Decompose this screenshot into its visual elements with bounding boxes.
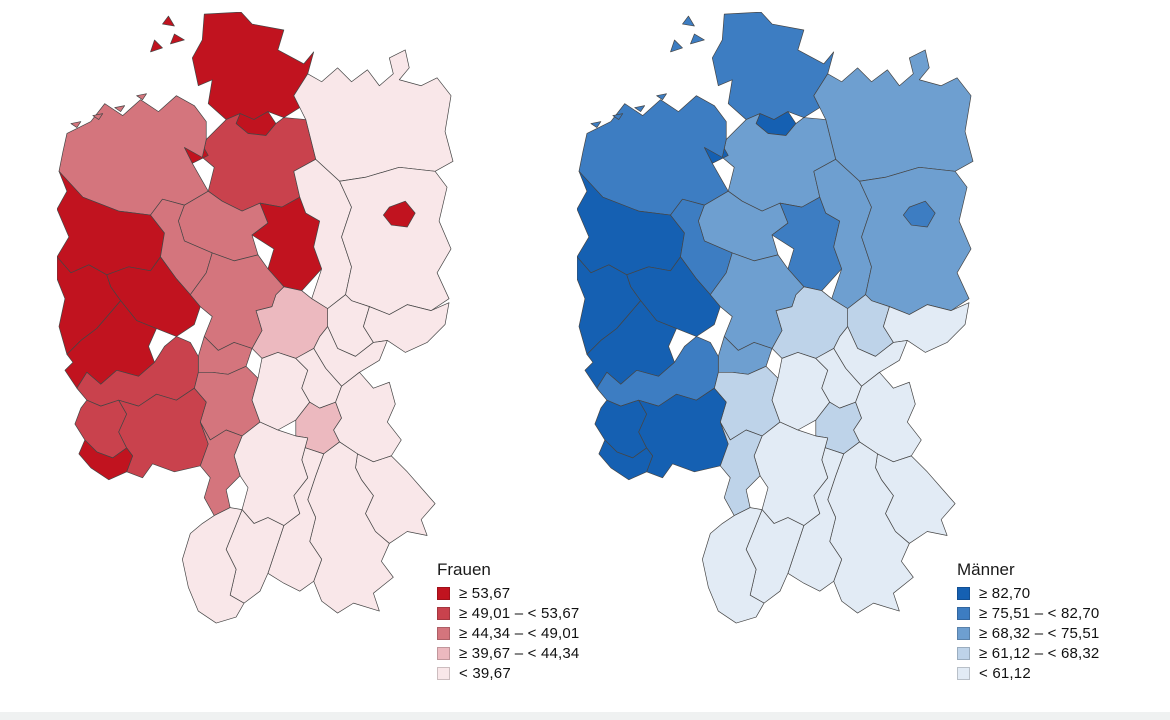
region-nordfriesische-inseln — [170, 33, 185, 45]
class-3-label: ≥ 44,34 – < 49,01 — [459, 624, 580, 642]
region-rheinhessen-pfalz — [638, 387, 729, 479]
class-4-swatch — [957, 646, 970, 660]
class-2-swatch — [957, 606, 970, 620]
class-1-swatch — [957, 586, 970, 600]
region-nordfriesische-inseln — [682, 15, 695, 27]
legend-row: ≥ 39,67 – < 44,34 — [437, 644, 637, 662]
class-5-label: < 39,67 — [459, 664, 511, 682]
class-1-label: ≥ 82,70 — [979, 584, 1031, 602]
legend-row: ≥ 53,67 — [437, 584, 637, 602]
region-ostfriesische-inseln — [136, 93, 147, 101]
region-karlsruhe — [199, 421, 243, 516]
class-4-swatch — [437, 646, 450, 660]
region-nordfriesische-inseln — [690, 33, 705, 45]
maenner-map — [577, 12, 974, 624]
class-3-swatch — [437, 626, 450, 640]
legend-row: ≥ 82,70 — [957, 584, 1157, 602]
class-1-label: ≥ 53,67 — [459, 584, 511, 602]
class-1-swatch — [437, 586, 450, 600]
region-nordfriesische-inseln — [150, 39, 163, 53]
region-stuttgart — [233, 421, 309, 526]
next-figure-edge — [0, 712, 1170, 720]
legend-row: ≥ 61,12 – < 68,32 — [957, 644, 1157, 662]
region-dresden — [363, 302, 450, 353]
region-stuttgart — [753, 421, 829, 526]
region-saarland — [598, 439, 653, 481]
class-2-label: ≥ 49,01 – < 53,67 — [459, 604, 580, 622]
class-3-label: ≥ 68,32 – < 75,51 — [979, 624, 1100, 642]
legend-row: ≥ 75,51 – < 82,70 — [957, 604, 1157, 622]
region-brandenburg — [859, 166, 972, 315]
legend-row: ≥ 49,01 – < 53,67 — [437, 604, 637, 622]
maenner-legend-title: Männer — [957, 560, 1015, 579]
region-rheinhessen-pfalz — [118, 387, 209, 479]
legend-row: ≥ 68,32 – < 75,51 — [957, 624, 1157, 642]
legend-row: < 61,12 — [957, 664, 1157, 682]
region-ostfriesische-inseln — [92, 113, 104, 120]
class-3-swatch — [957, 626, 970, 640]
legend-row: ≥ 44,34 – < 49,01 — [437, 624, 637, 642]
class-4-label: ≥ 39,67 – < 44,34 — [459, 644, 580, 662]
region-kassel — [709, 252, 805, 351]
region-dresden — [883, 302, 970, 353]
region-ostfriesische-inseln — [634, 105, 646, 112]
class-5-swatch — [957, 666, 970, 680]
region-berlin — [383, 200, 416, 228]
region-ostfriesische-inseln — [70, 121, 82, 128]
region-freiburg — [182, 507, 245, 624]
region-karlsruhe — [719, 421, 763, 516]
region-ostfriesische-inseln — [590, 121, 602, 128]
region-schleswig-holstein — [711, 12, 835, 120]
frauen-legend-title: Frauen — [437, 560, 491, 579]
class-2-swatch — [437, 606, 450, 620]
frauen-map — [57, 12, 454, 624]
legend-row: < 39,67 — [437, 664, 637, 682]
region-kassel — [189, 252, 285, 351]
region-nordfriesische-inseln — [162, 15, 175, 27]
region-ostfriesische-inseln — [656, 93, 667, 101]
region-nordfriesische-inseln — [670, 39, 683, 53]
frauen-legend: Frauen ≥ 53,67 ≥ 49,01 – < 53,67 ≥ 44,34… — [437, 560, 637, 686]
maenner-legend: Männer ≥ 82,70 ≥ 75,51 – < 82,70 ≥ 68,32… — [957, 560, 1157, 686]
class-4-label: ≥ 61,12 – < 68,32 — [979, 644, 1100, 662]
region-berlin — [903, 200, 936, 228]
region-brandenburg — [339, 166, 452, 315]
region-saarland — [78, 439, 133, 481]
region-schleswig-holstein — [191, 12, 315, 120]
region-freiburg — [702, 507, 765, 624]
class-5-swatch — [437, 666, 450, 680]
class-2-label: ≥ 75,51 – < 82,70 — [979, 604, 1100, 622]
region-ostfriesische-inseln — [612, 113, 624, 120]
region-ostfriesische-inseln — [114, 105, 126, 112]
class-5-label: < 61,12 — [979, 664, 1031, 682]
